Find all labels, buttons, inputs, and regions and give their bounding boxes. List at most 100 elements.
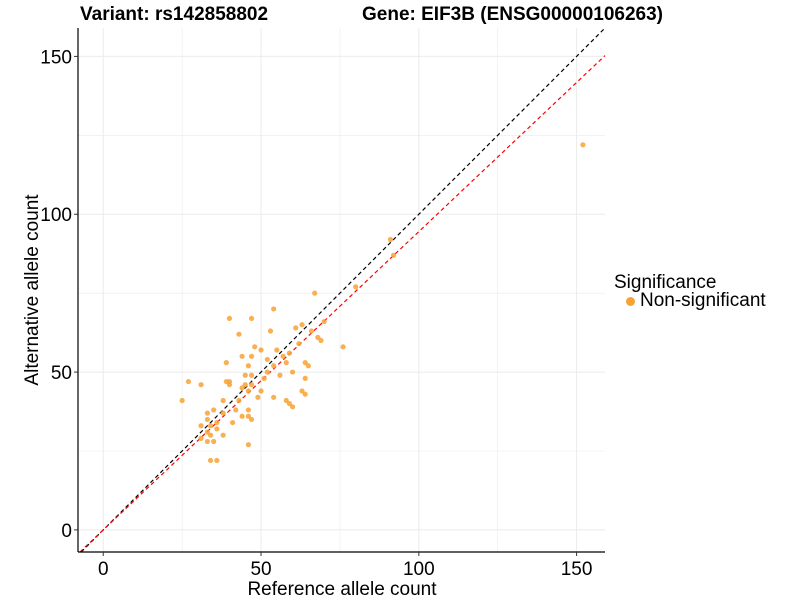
data-point <box>198 435 204 441</box>
data-point <box>220 410 226 416</box>
data-point <box>258 388 264 394</box>
data-point <box>214 419 220 426</box>
data-point <box>211 407 217 413</box>
data-point <box>390 252 397 258</box>
data-point <box>267 328 274 334</box>
data-point <box>283 397 289 404</box>
data-point <box>242 382 248 388</box>
data-point <box>264 356 270 363</box>
data-point <box>226 315 233 322</box>
data-point <box>248 353 255 359</box>
y-tick-label: 0 <box>61 521 72 542</box>
data-point <box>312 290 318 296</box>
data-point <box>245 407 252 413</box>
data-point <box>308 328 315 334</box>
legend-label: Non-significant <box>640 290 766 311</box>
data-point <box>302 375 308 381</box>
y-tick-label: 150 <box>40 47 72 68</box>
data-point <box>340 344 346 350</box>
data-point <box>204 438 210 445</box>
data-point <box>283 360 289 366</box>
data-point <box>293 325 299 331</box>
tick-labels: 0 50 100 150 0 50 100 150 <box>40 47 592 580</box>
data-point <box>214 426 220 432</box>
data-point <box>207 457 214 464</box>
data-point <box>245 388 252 394</box>
x-tick-label: 0 <box>98 559 109 580</box>
data-point <box>239 353 245 359</box>
data-point <box>258 347 264 353</box>
data-point <box>353 284 359 290</box>
y-tick-label: 100 <box>40 205 72 226</box>
data-point <box>286 401 293 407</box>
variant-title: Variant: rs142858802 <box>80 4 269 25</box>
data-point <box>580 142 586 148</box>
data-point <box>230 419 236 426</box>
data-point <box>252 344 258 350</box>
data-point <box>387 236 394 243</box>
legend-entry: Non-significant <box>626 290 766 312</box>
reference-lines <box>79 27 606 553</box>
data-point <box>204 410 210 416</box>
data-point <box>264 369 270 375</box>
data-point <box>255 394 261 400</box>
data-point <box>248 315 255 322</box>
data-point <box>236 397 242 404</box>
data-point <box>274 347 280 353</box>
data-point <box>204 416 210 423</box>
data-point <box>204 429 210 435</box>
data-point <box>245 442 252 448</box>
data-point <box>318 337 324 344</box>
data-point <box>299 388 305 394</box>
fit-line <box>79 55 606 553</box>
axes <box>77 28 605 553</box>
x-tick-label: 50 <box>250 559 271 580</box>
legend-title: Significance <box>614 272 717 293</box>
data-point <box>220 397 226 404</box>
data-point <box>248 372 255 378</box>
data-point <box>236 331 242 337</box>
data-point <box>198 382 204 388</box>
data-point <box>277 372 283 378</box>
data-point <box>271 306 277 312</box>
data-point <box>315 334 321 340</box>
data-point <box>233 407 239 413</box>
data-point <box>214 457 220 464</box>
x-axis-title: Reference allele count <box>247 579 437 600</box>
data-point <box>211 438 217 445</box>
x-tick-label: 150 <box>561 559 593 580</box>
data-point <box>261 375 267 381</box>
data-point <box>226 382 233 388</box>
data-point <box>245 363 252 369</box>
data-point <box>179 397 185 404</box>
data-point <box>296 341 302 347</box>
data-point <box>223 360 229 366</box>
data-point <box>198 423 204 429</box>
data-point <box>220 432 226 438</box>
data-point <box>289 404 296 410</box>
data-point <box>271 363 277 369</box>
data-points <box>179 142 586 464</box>
data-point <box>248 382 255 388</box>
data-point <box>321 318 327 325</box>
data-point <box>289 369 296 375</box>
data-point <box>299 322 305 328</box>
gene-title: Gene: EIF3B (ENSG00000106263) <box>362 4 663 25</box>
data-point <box>305 363 311 369</box>
data-point <box>239 413 245 419</box>
data-point <box>207 432 214 438</box>
data-point <box>271 394 277 400</box>
data-point <box>286 350 293 356</box>
data-point <box>248 416 255 423</box>
y-axis-title: Alternative allele count <box>22 194 43 386</box>
data-point <box>207 423 214 429</box>
legend-marker-icon <box>626 296 635 306</box>
data-point <box>242 372 248 378</box>
identity-line <box>80 27 606 553</box>
y-tick-label: 50 <box>51 363 72 384</box>
data-point <box>302 391 308 397</box>
data-point <box>245 413 252 419</box>
x-tick-label: 100 <box>403 559 435 580</box>
data-point <box>302 360 308 366</box>
